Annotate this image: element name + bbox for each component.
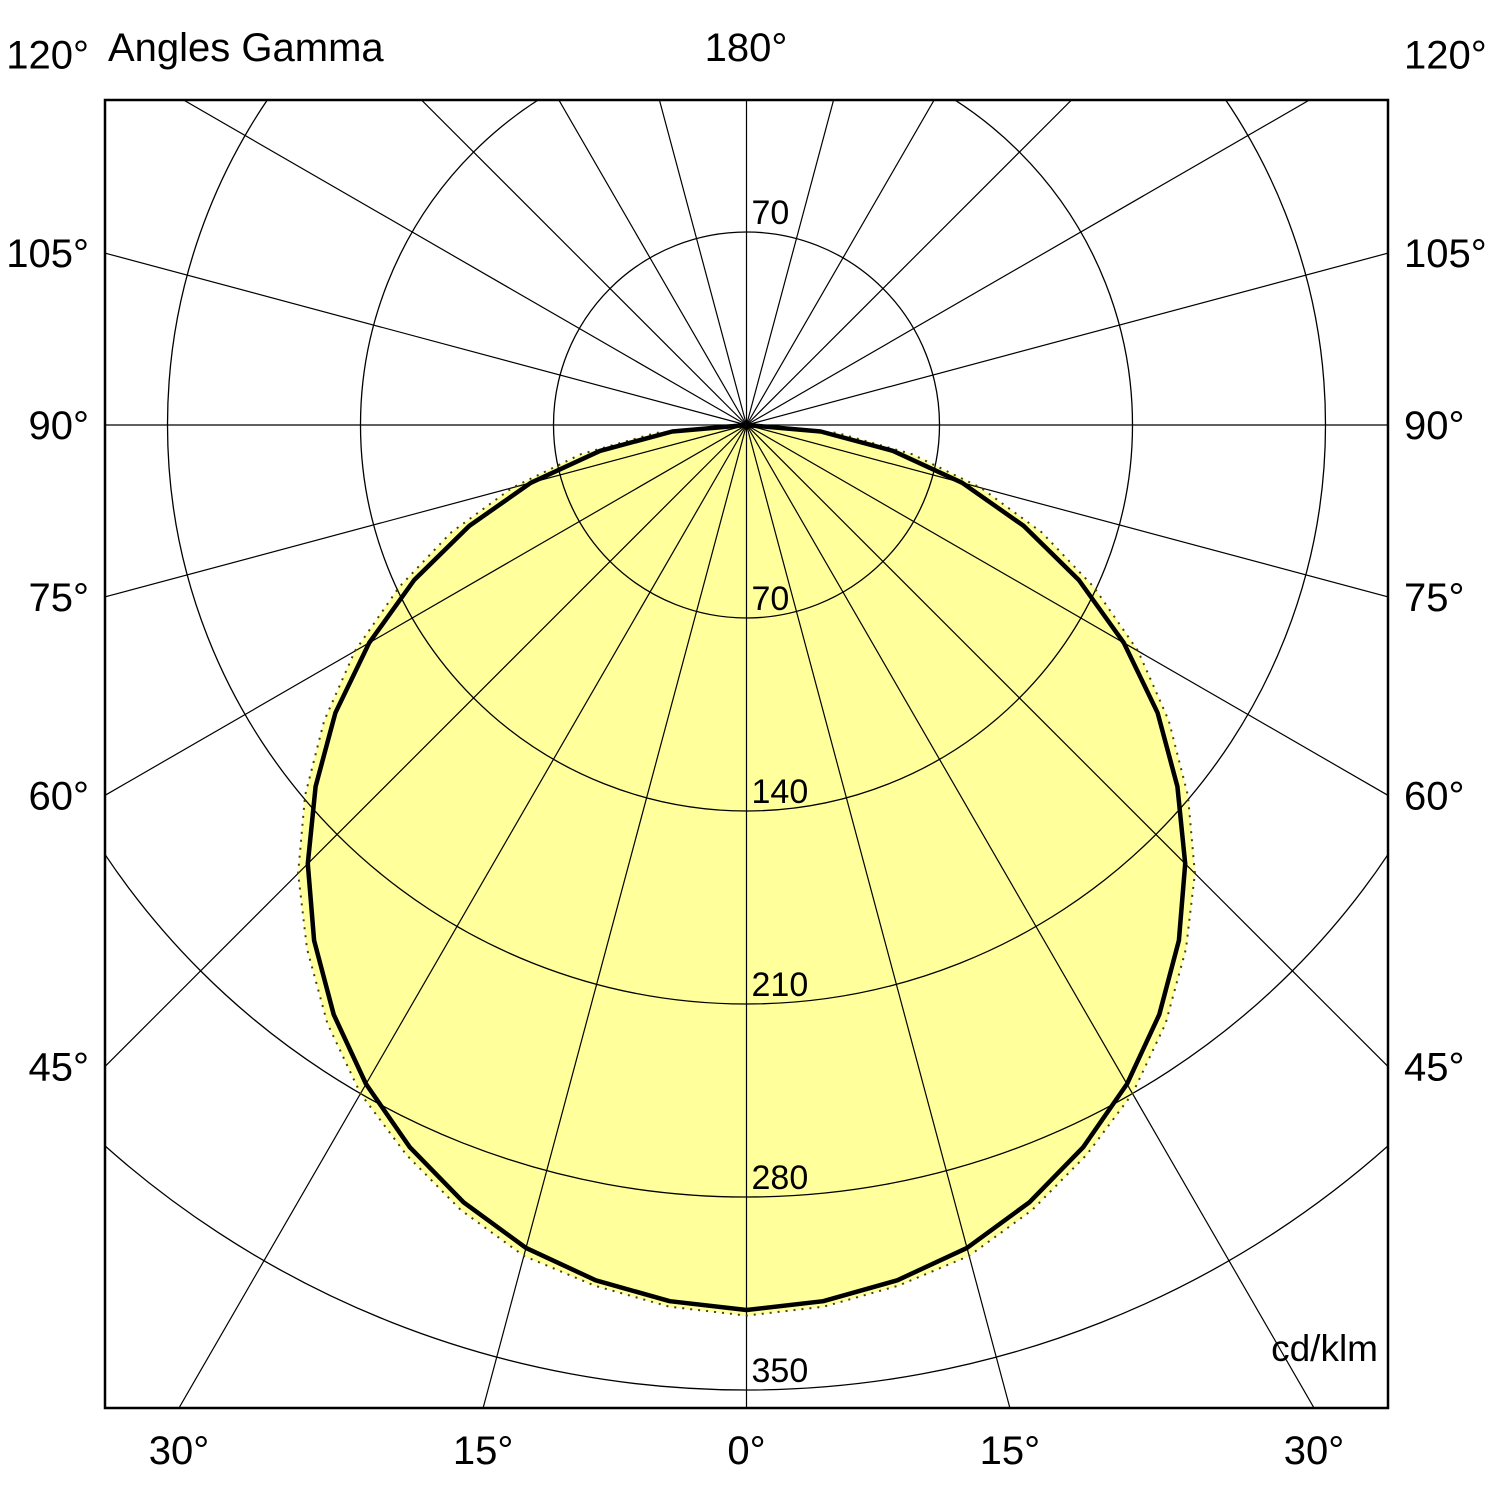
radial-line: [746, 424, 1388, 1068]
gamma-axis-label-left: 75°: [29, 576, 90, 620]
radial-tick-label: 70: [752, 580, 790, 618]
radial-line: [746, 100, 1073, 426]
gamma-axis-label-left: 120°: [6, 34, 89, 78]
gamma-axis-label-right: 75°: [1404, 576, 1465, 620]
radial-line: [658, 100, 748, 426]
gamma-axis-label-top: 180°: [704, 26, 788, 70]
gamma-axis-label-left: 90°: [29, 404, 90, 448]
radial-line: [746, 424, 1388, 797]
radial-line: [745, 100, 835, 426]
gamma-axis-label-right: 60°: [1404, 774, 1465, 818]
gamma-axis-label-right: 105°: [1404, 232, 1487, 276]
gamma-axis-label-bottom: 15°: [453, 1429, 514, 1473]
radial-line: [182, 100, 747, 426]
plot-border: [103, 98, 1390, 1410]
gamma-axis-label-bottom: 15°: [980, 1429, 1041, 1473]
radial-tick-label: 280: [752, 1159, 809, 1197]
gamma-axis-label-bottom: 30°: [1284, 1429, 1345, 1473]
radial-line: [746, 252, 1388, 426]
radial-line: [745, 100, 935, 426]
unit-label: cd/klm: [1271, 1328, 1378, 1369]
radial-line: [420, 100, 747, 426]
radial-line: [178, 424, 748, 1408]
gamma-axis-label-right: 90°: [1404, 404, 1465, 448]
radial-line: [746, 424, 1388, 598]
radial-tick-label: 210: [752, 966, 809, 1004]
chart-title: Angles Gamma: [108, 26, 384, 70]
gamma-axis-label-right: 45°: [1404, 1046, 1465, 1090]
radial-line: [105, 424, 747, 797]
radial-tick-label-top: 70: [752, 194, 790, 232]
radial-line: [105, 424, 747, 598]
radial-line: [558, 100, 748, 426]
radial-line: [746, 100, 1311, 426]
gamma-axis-label-bottom: 30°: [149, 1429, 210, 1473]
gamma-axis-label-left: 60°: [29, 774, 90, 818]
gamma-axis-label-bottom: 0°: [727, 1429, 765, 1473]
radial-line: [105, 252, 747, 426]
radial-tick-label: 350: [752, 1352, 809, 1390]
gamma-axis-label-right: 120°: [1404, 34, 1487, 78]
gamma-axis-label-left: 45°: [29, 1046, 90, 1090]
gamma-axis-label-left: 105°: [6, 232, 89, 276]
radial-line: [105, 424, 747, 1068]
radial-line: [745, 424, 1315, 1408]
radial-tick-label: 140: [752, 773, 809, 811]
intensity-curve: [305, 422, 1188, 1313]
intensity-curve-dotted: [297, 423, 1196, 1317]
